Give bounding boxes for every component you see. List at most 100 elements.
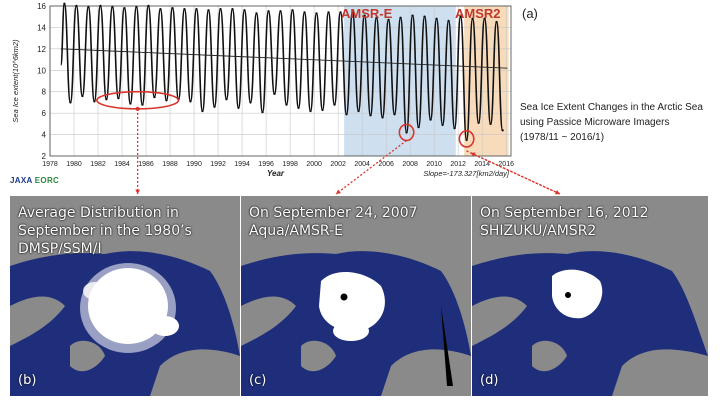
data-point <box>285 103 288 106</box>
data-point <box>339 11 342 14</box>
data-point <box>195 8 198 11</box>
x-tick-label: 1990 <box>186 161 202 168</box>
data-point <box>309 109 312 113</box>
data-point <box>87 5 90 9</box>
data-point <box>477 121 480 124</box>
data-point <box>471 17 474 21</box>
x-tick-label: 2010 <box>426 161 442 168</box>
logo-secondary: EORC <box>34 176 60 185</box>
data-point <box>441 123 444 127</box>
data-point <box>255 12 258 15</box>
y-tick-label: 4 <box>42 131 47 140</box>
data-point <box>375 16 378 19</box>
map-panel-1980s: Average Distribution in September in the… <box>10 196 240 396</box>
x-tick-label: 1982 <box>90 161 106 168</box>
data-point <box>423 15 426 18</box>
arctic-map-1980s <box>10 196 240 396</box>
data-point <box>489 122 492 126</box>
sea-ice-extent-chart: 2 4 6 8 10 12 14 16 1978 1980 1982 1984 1986 1988 1990… <box>11 2 561 195</box>
north-pole-dot <box>340 293 348 301</box>
caption-line: Sea Ice Extent Changes in the Arctic Sea <box>520 102 703 113</box>
y-tick-label: 2 <box>42 152 47 161</box>
data-point <box>117 96 120 100</box>
data-point <box>183 8 186 11</box>
y-tick-label: 14 <box>37 23 46 32</box>
data-point <box>399 16 402 19</box>
data-point <box>219 8 222 11</box>
data-point <box>273 92 276 96</box>
ice-cover-2012 <box>552 269 603 319</box>
jaxa-eorc-logo: JAXA EORC <box>10 176 59 185</box>
data-point <box>369 114 372 117</box>
y-axis-label: Sea Ice extent(10^6km2) <box>11 39 20 123</box>
map-panel-2012: On September 16, 2012 SHIZUKU/AMSR2 (d) <box>472 196 708 396</box>
data-point <box>189 100 192 103</box>
amsr2-label: AMSR2 <box>455 6 501 21</box>
map-title-line: September in the 1980’s <box>18 223 192 239</box>
x-tick-label: 1996 <box>258 161 274 168</box>
map-title-line: DMSP/SSM/I <box>18 241 102 257</box>
map-title-2007: On September 24, 2007 Aqua/AMSR-E <box>249 204 418 240</box>
x-tick-label: 2006 <box>378 161 394 168</box>
data-point <box>447 19 450 23</box>
map-title-line: Average Distribution in <box>18 205 179 221</box>
data-point <box>291 9 294 12</box>
y-tick-label: 6 <box>42 109 47 118</box>
x-tick-label: 2002 <box>330 161 346 168</box>
data-point <box>417 125 420 129</box>
data-point <box>411 14 414 17</box>
arctic-map-2012 <box>472 196 708 396</box>
x-tick-label: 2014 <box>474 161 490 168</box>
data-point <box>279 10 282 13</box>
arrow-from-map-2012-head <box>470 152 476 157</box>
arrow-to-map-2007 <box>335 139 407 195</box>
map-letter-c: (c) <box>249 373 267 388</box>
map-title-1980s: Average Distribution in September in the… <box>18 204 192 258</box>
data-point <box>381 116 384 119</box>
data-point <box>81 94 84 98</box>
data-point <box>159 8 162 11</box>
figure-caption: Sea Ice Extent Changes in the Arctic Sea… <box>520 100 718 145</box>
map-title-line: On September 16, 2012 <box>480 205 649 221</box>
caption-line: (1978/11 ~ 2016/1) <box>520 132 605 143</box>
slope-annotation: Slope=-173.327[km2/day] <box>423 169 510 178</box>
data-point <box>93 100 96 103</box>
data-point <box>495 20 498 24</box>
x-tick-label: 1998 <box>282 161 298 168</box>
data-point <box>483 17 486 21</box>
data-point <box>231 8 234 11</box>
map-title-line: On September 24, 2007 <box>249 205 418 221</box>
data-point <box>135 5 138 9</box>
plot-frame <box>49 5 512 157</box>
data-point <box>345 113 348 116</box>
data-point <box>405 131 408 134</box>
arrow-to-map-2007-head <box>336 189 341 194</box>
x-tick-label: 1984 <box>114 161 130 168</box>
arrow-from-map-2012 <box>470 152 561 195</box>
data-point <box>459 15 462 18</box>
x-tick-label: 1986 <box>138 161 154 168</box>
data-point <box>315 12 318 15</box>
trend-line <box>60 48 508 69</box>
data-point <box>171 6 174 10</box>
ice-cover-2007 <box>319 271 385 332</box>
data-point <box>357 109 360 113</box>
ice-cover-1980s <box>88 268 168 344</box>
data-point <box>393 113 396 116</box>
data-point <box>387 18 390 22</box>
data-point <box>321 108 324 112</box>
data-point <box>327 11 330 14</box>
data-point <box>69 101 72 104</box>
y-tick-label: 10 <box>37 66 46 75</box>
x-tick-label: 2008 <box>402 161 418 168</box>
amsr-e-label: AMSR-E <box>341 6 393 21</box>
figure-label-a: (a) <box>522 6 538 21</box>
y-tick-label: 12 <box>37 45 46 54</box>
data-point <box>453 126 456 130</box>
data-point <box>501 129 504 132</box>
x-tick-label: 2000 <box>306 161 322 168</box>
data-point <box>261 110 264 114</box>
map-letter-d: (d) <box>480 373 499 388</box>
data-point <box>243 9 246 12</box>
x-tick-label: 2016 <box>498 161 514 168</box>
